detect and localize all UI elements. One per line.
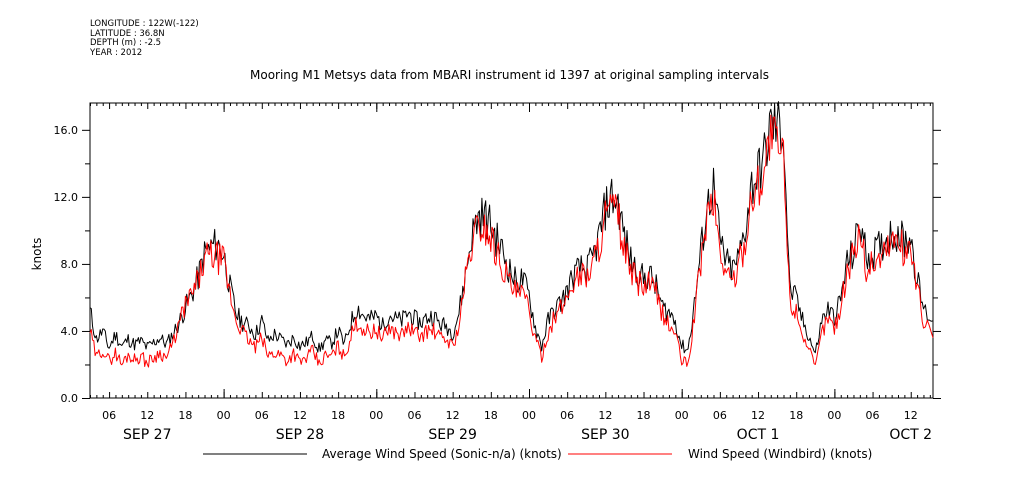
x-tick-label: 18 [331,409,345,422]
legend-label-sonic: Average Wind Speed (Sonic-n/a) (knots) [322,447,562,461]
x-tick-label: 12 [751,409,765,422]
x-day-label: OCT 1 [737,427,780,443]
y-tick-label: 8.0 [61,258,79,271]
x-tick-label: 00 [827,409,841,422]
legend: Average Wind Speed (Sonic-n/a) (knots) W… [203,447,872,461]
x-tick-label: 00 [522,409,536,422]
legend-label-windbird: Wind Speed (Windbird) (knots) [688,447,872,461]
y-axis-label: knots [30,238,44,271]
depth-text: DEPTH (m) : -2.5 [90,38,162,48]
x-tick-label: 00 [369,409,383,422]
y-tick-label: 12.0 [54,191,79,204]
x-tick-label: 06 [407,409,421,422]
x-tick-label: 06 [255,409,269,422]
latitude-text: LATITUDE : 36.8N [90,28,165,39]
x-tick-label: 12 [446,409,460,422]
x-tick-label: 00 [675,409,689,422]
plot-frame [89,102,934,399]
x-tick-label: 12 [904,409,918,422]
x-tick-label: 12 [140,409,154,422]
x-tick-label: 06 [102,409,116,422]
x-day-label: OCT 2 [889,427,932,443]
y-tick-label: 4.0 [61,325,79,338]
x-tick-label: 12 [293,409,307,422]
series-line-windbird-wind-speed [89,114,934,368]
y-tick-label: 16.0 [54,124,79,137]
metadata-block: LONGITUDE : 122W(-122) LATITUDE : 36.8N … [90,19,199,58]
y-tick-label: 0.0 [61,392,79,405]
x-day-label: SEP 29 [428,427,476,443]
x-tick-label: 00 [217,409,231,422]
x-tick-label: 18 [637,409,651,422]
year-text: YEAR : 2012 [90,47,143,58]
x-tick-label: 18 [484,409,498,422]
x-tick-label: 06 [560,409,574,422]
longitude-text: LONGITUDE : 122W(-122) [90,19,199,29]
x-tick-label: 06 [713,409,727,422]
x-tick-label: 18 [178,409,192,422]
x-tick-label: 06 [866,409,880,422]
series-line-average-wind-speed [89,101,934,354]
chart-title: Mooring M1 Metsys data from MBARI instru… [250,68,769,82]
x-tick-label: 12 [598,409,612,422]
x-day-label: SEP 30 [581,427,629,443]
x-tick-label: 18 [789,409,803,422]
x-day-label: SEP 28 [276,427,324,443]
x-day-label: SEP 27 [123,427,171,443]
